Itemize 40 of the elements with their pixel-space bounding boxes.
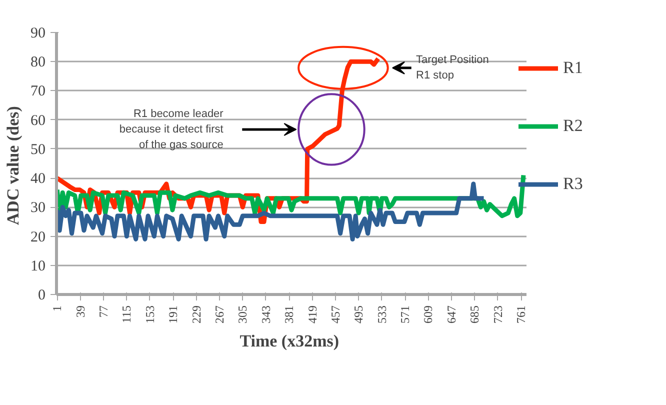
x-tick-label: 723	[490, 306, 505, 324]
x-tick-label: 191	[166, 306, 180, 324]
legend-label: R2	[563, 116, 583, 136]
x-axis-title: Time (x32ms)	[240, 332, 340, 350]
x-tick-label: 267	[212, 306, 226, 324]
y-tick-label: 20	[30, 229, 46, 246]
x-tick-label: 1	[50, 306, 64, 312]
x-tick-label: 39	[73, 306, 88, 318]
x-tick-label: 761	[514, 306, 528, 324]
x-tick-label: 571	[398, 306, 412, 324]
y-tick-label: 60	[30, 112, 46, 129]
y-tick-label: 10	[30, 258, 46, 274]
legend-label: R3	[563, 174, 583, 194]
x-tick-label: 153	[142, 306, 157, 324]
legend-label: R1	[563, 58, 583, 78]
x-tick-label: 229	[189, 306, 204, 324]
x-tick-label: 533	[374, 306, 389, 324]
x-tick-label: 115	[120, 305, 134, 324]
y-tick-label: 70	[30, 84, 46, 100]
x-tick-label: 381	[282, 306, 296, 324]
x-tick-label: 495	[352, 306, 366, 324]
y-tick-label: 80	[30, 54, 46, 71]
y-tick-label: 50	[30, 142, 46, 158]
annotation: Target Position R1 stop	[416, 54, 489, 82]
annotation: R1 become leader because it detect first of the gas source	[119, 108, 224, 152]
x-tick-label: 647	[444, 306, 458, 324]
x-tick-label: 685	[468, 306, 482, 324]
x-tick-label: 457	[328, 306, 342, 324]
x-tick-label: 609	[421, 306, 436, 324]
line-series	[56, 182, 486, 242]
y-tick-label: 30	[30, 200, 46, 216]
y-tick-label: 0	[38, 288, 46, 304]
x-tick-label: 343	[258, 306, 273, 324]
x-tick-label: 419	[305, 306, 320, 324]
line-series	[56, 172, 526, 218]
x-tick-label: 305	[236, 306, 250, 324]
y-tick-label: 90	[30, 26, 46, 42]
y-tick-label: 40	[30, 171, 46, 188]
x-tick-label: 77	[96, 306, 110, 318]
y-axis-title: ADC value (des)	[4, 106, 22, 226]
